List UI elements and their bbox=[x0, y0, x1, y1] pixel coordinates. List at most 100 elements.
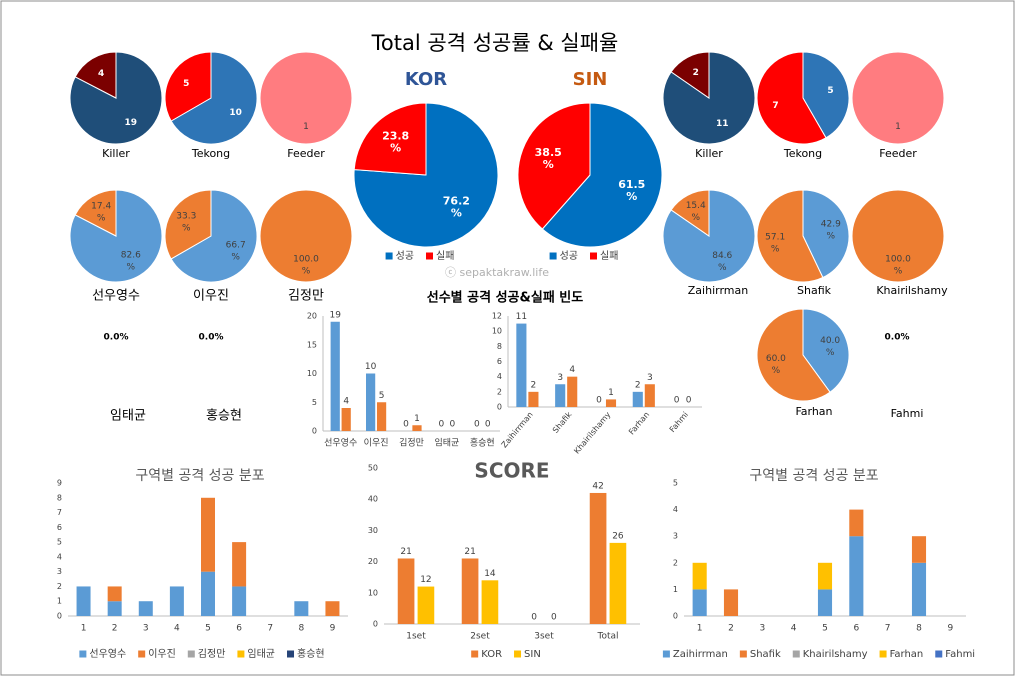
y-tick-label: 50 bbox=[368, 464, 378, 473]
legend-swatch bbox=[662, 650, 670, 658]
y-tick-label: 2 bbox=[673, 558, 678, 567]
x-tick-label: 선우영수 bbox=[324, 438, 357, 449]
pie-title: Killer bbox=[695, 147, 723, 160]
x-tick-label: 6 bbox=[236, 624, 242, 634]
data-label: 0 bbox=[450, 420, 456, 430]
bar bbox=[911, 536, 927, 563]
legend-label: Shafik bbox=[750, 649, 781, 660]
data-label: 42 bbox=[592, 481, 603, 491]
data-label: 23.8% bbox=[382, 129, 409, 154]
pie-slice bbox=[802, 308, 850, 393]
pie-slice bbox=[74, 189, 117, 237]
legend-swatch bbox=[237, 650, 245, 658]
pie-title: 김정만 bbox=[288, 289, 324, 304]
legend-swatch bbox=[79, 650, 87, 658]
bar bbox=[644, 384, 655, 407]
y-tick-label: 6 bbox=[497, 357, 502, 366]
bar bbox=[376, 402, 387, 431]
x-tick-label: 2 bbox=[728, 624, 734, 634]
legend-swatch bbox=[935, 650, 943, 658]
data-label: 11 bbox=[716, 119, 729, 129]
data-label: 40.0% bbox=[820, 336, 840, 358]
y-tick-label: 8 bbox=[57, 493, 62, 502]
bar bbox=[817, 562, 833, 590]
pie-slice bbox=[170, 189, 258, 283]
x-tick-label: 5 bbox=[822, 624, 828, 634]
y-tick-label: 10 bbox=[307, 369, 317, 378]
data-label: 7 bbox=[772, 101, 778, 111]
x-tick-label: 4 bbox=[174, 624, 180, 634]
bar bbox=[107, 586, 122, 602]
pie-slice bbox=[851, 189, 945, 283]
x-tick-label: 9 bbox=[330, 624, 336, 634]
data-label: 61.5% bbox=[618, 178, 645, 203]
pie-title: Tekong bbox=[783, 147, 822, 160]
y-tick-label: 6 bbox=[57, 523, 62, 532]
data-label: 84.6% bbox=[712, 251, 732, 273]
x-tick-label: 9 bbox=[947, 624, 953, 634]
data-label: 17.4% bbox=[91, 201, 111, 223]
pie-title: KOR bbox=[405, 69, 447, 90]
pie-title: 홍승현 bbox=[206, 409, 242, 424]
data-label: 4 bbox=[98, 69, 104, 79]
data-label: 5 bbox=[183, 79, 189, 89]
y-tick-label: 12 bbox=[492, 312, 502, 321]
y-tick-label: 3 bbox=[57, 567, 62, 576]
bar bbox=[417, 586, 435, 624]
bar bbox=[692, 562, 707, 590]
legend-label: 성공 bbox=[396, 250, 414, 262]
pie-title: Khairilshamy bbox=[876, 284, 948, 297]
legend-swatch bbox=[187, 650, 195, 658]
pie-title: Farhan bbox=[795, 405, 832, 418]
data-label: 1 bbox=[608, 388, 614, 398]
data-label: 2 bbox=[531, 380, 537, 390]
data-label: 10 bbox=[365, 362, 377, 372]
bar bbox=[232, 586, 247, 616]
legend-label: 홍승현 bbox=[297, 647, 325, 660]
pie-title: 선우영수 bbox=[92, 289, 140, 304]
pie-title: Zaihirrman bbox=[688, 284, 748, 297]
x-tick-label: 4 bbox=[791, 624, 797, 634]
data-label: 0 bbox=[439, 420, 445, 430]
legend-swatch bbox=[739, 650, 747, 658]
pie-title: Tekong bbox=[191, 147, 230, 160]
bar bbox=[201, 571, 215, 616]
chart-title: SCORE bbox=[474, 459, 549, 483]
data-label: 19 bbox=[125, 118, 138, 128]
y-tick-label: 5 bbox=[673, 479, 678, 488]
legend-swatch bbox=[426, 252, 433, 260]
legend-label: Farhan bbox=[890, 649, 924, 660]
data-label: 26 bbox=[612, 531, 624, 541]
pie-slice bbox=[259, 189, 353, 283]
bar bbox=[481, 580, 499, 624]
y-tick-label: 4 bbox=[497, 372, 502, 381]
data-label: 0 bbox=[596, 396, 602, 406]
bar bbox=[201, 497, 215, 572]
y-tick-label: 30 bbox=[368, 526, 378, 535]
x-tick-label: 2set bbox=[470, 632, 490, 642]
y-tick-label: 7 bbox=[57, 508, 62, 517]
x-tick-label: 임태균 bbox=[434, 437, 459, 449]
y-tick-label: 4 bbox=[57, 552, 62, 561]
legend-swatch bbox=[549, 252, 557, 260]
pie-slice bbox=[164, 51, 212, 122]
legend-label: 임태균 bbox=[247, 647, 275, 660]
y-tick-label: 5 bbox=[312, 398, 317, 407]
data-label: 1 bbox=[303, 122, 309, 132]
bar bbox=[138, 601, 153, 616]
y-tick-label: 40 bbox=[368, 495, 378, 504]
pie-title: Shafik bbox=[797, 284, 832, 297]
y-tick-label: 10 bbox=[492, 327, 502, 336]
data-label: 0 bbox=[686, 396, 692, 406]
pie-slice bbox=[802, 51, 850, 139]
data-label: 100.0% bbox=[293, 254, 319, 276]
pie-title: 임태균 bbox=[110, 409, 146, 424]
data-label: 15.4% bbox=[686, 200, 706, 222]
bar bbox=[330, 321, 340, 431]
data-label: 2 bbox=[635, 380, 641, 390]
y-tick-label: 5 bbox=[57, 538, 62, 547]
data-label: 33.3% bbox=[176, 211, 196, 233]
bar bbox=[849, 509, 864, 537]
chart-title: 구역별 공격 성공 분포 bbox=[749, 468, 878, 484]
